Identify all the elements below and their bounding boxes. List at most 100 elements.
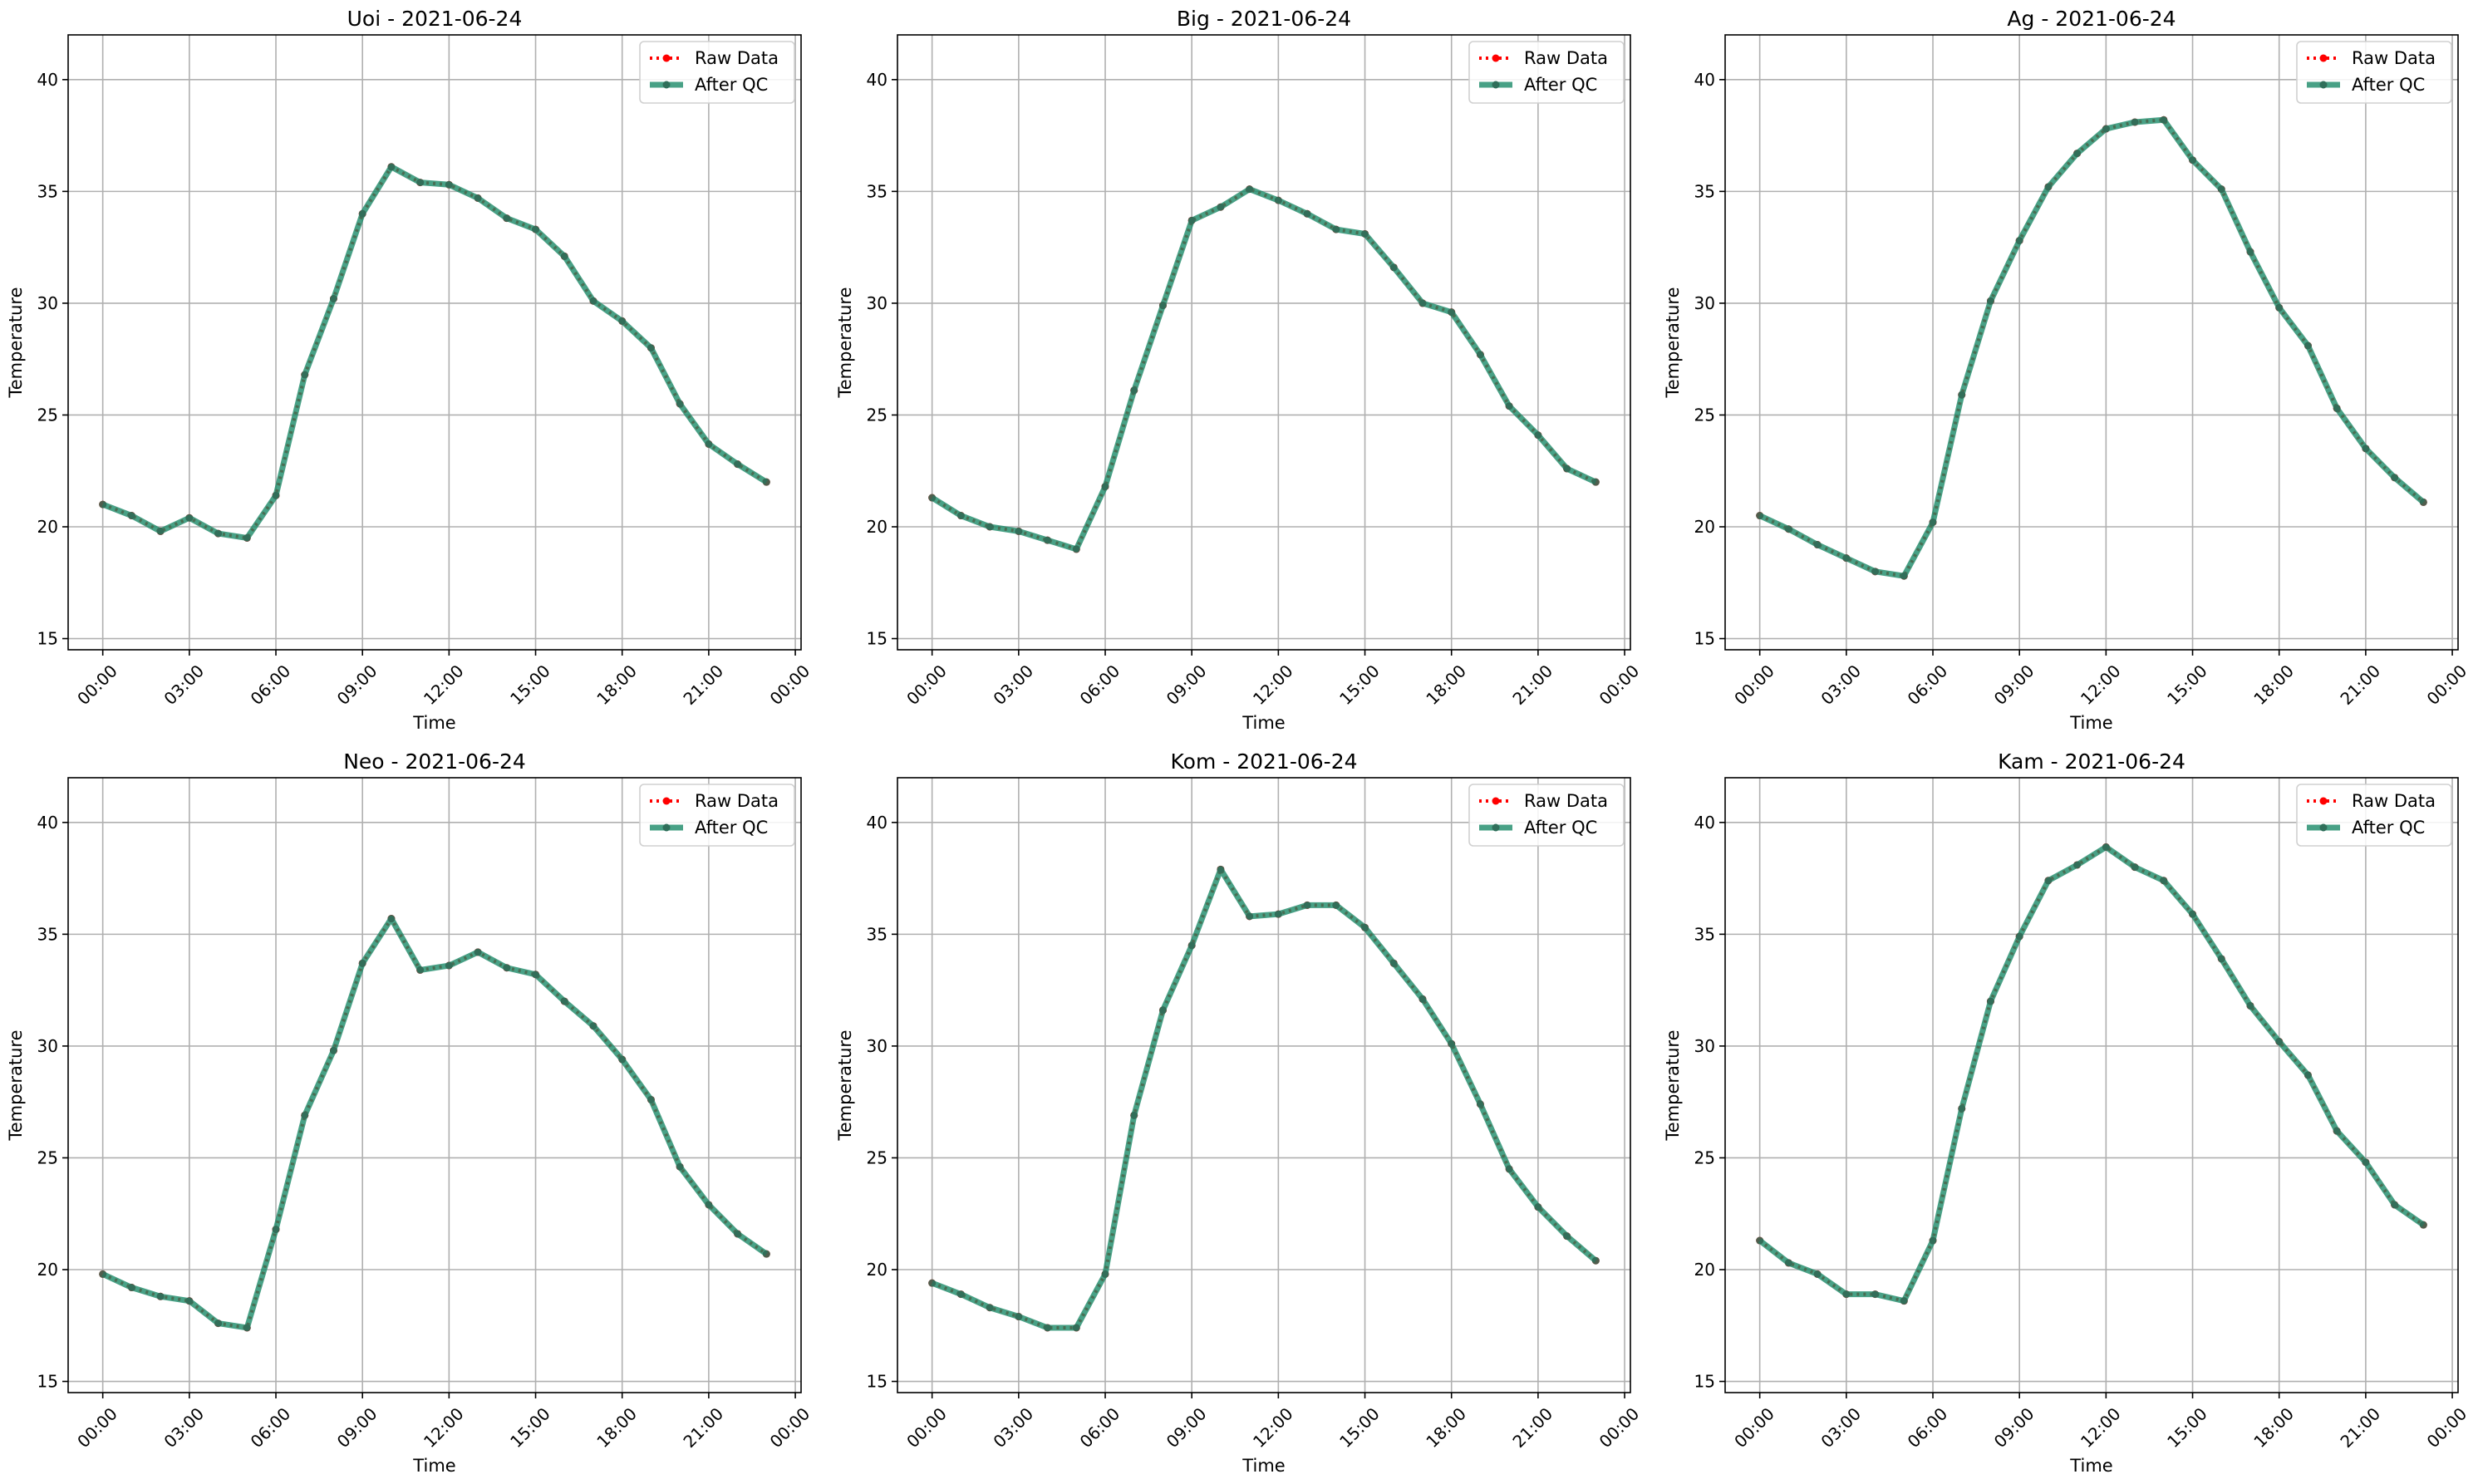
- data-point-after-qc: [1418, 995, 1427, 1003]
- y-axis-label: Temperature: [1663, 1029, 1683, 1141]
- y-tick-label: 25: [1694, 1147, 1715, 1167]
- data-point-after-qc: [127, 1284, 135, 1292]
- data-point-after-qc: [127, 512, 135, 520]
- legend-marker: [662, 797, 671, 805]
- data-point-after-qc: [503, 214, 511, 223]
- data-point-after-qc: [1217, 203, 1225, 211]
- y-tick-label: 40: [1694, 70, 1715, 90]
- axes-frame: [1724, 777, 2459, 1393]
- x-axis-label: Time: [1241, 1456, 1285, 1476]
- data-point-after-qc: [1274, 196, 1282, 204]
- data-point-after-qc: [2303, 342, 2312, 350]
- data-point-after-qc: [2160, 877, 2168, 885]
- data-point-after-qc: [1361, 229, 1369, 238]
- y-tick-label: 20: [1694, 517, 1715, 537]
- x-tick-label: 12:00: [420, 1403, 468, 1452]
- axes-frame: [67, 34, 802, 651]
- plot-area: [68, 35, 801, 650]
- data-point-after-qc: [1448, 1039, 1456, 1048]
- legend-marker: [662, 823, 671, 832]
- data-point-after-qc: [1246, 912, 1254, 921]
- y-tick-label: 15: [1694, 629, 1715, 649]
- data-point-after-qc: [503, 964, 511, 972]
- subplot-5: 00:00 03:00 06:00 09:00 12:00 15:00 18:00 21:00…: [835, 749, 1643, 1476]
- data-point-after-qc: [1505, 1165, 1513, 1173]
- data-point-after-qc: [928, 1279, 937, 1287]
- y-tick-label: 35: [1694, 181, 1715, 201]
- legend-marker: [1492, 54, 1500, 62]
- y-tick-label: 35: [37, 924, 58, 944]
- data-point-after-qc: [589, 297, 597, 305]
- x-tick-label: 15:00: [2163, 1403, 2211, 1452]
- legend-marker: [1492, 81, 1500, 89]
- x-tick-label: 21:00: [679, 1403, 727, 1452]
- plot-area: [68, 778, 801, 1393]
- x-tick-label: 15:00: [2163, 661, 2211, 709]
- x-tick-label: 03:00: [160, 661, 208, 709]
- y-tick-label: 25: [867, 1147, 887, 1167]
- series-line-after-qc: [101, 916, 769, 1331]
- data-point-after-qc: [301, 1111, 309, 1119]
- x-tick-label: 21:00: [1508, 661, 1556, 709]
- y-tick-label: 30: [37, 293, 58, 313]
- data-point-after-qc: [1784, 1259, 1792, 1267]
- x-tick-label: 00:00: [902, 661, 951, 709]
- plot-area: [897, 35, 1630, 650]
- data-point-after-qc: [956, 512, 965, 520]
- data-point-after-qc: [214, 1319, 223, 1328]
- data-point-after-qc: [618, 317, 627, 325]
- data-point-after-qc: [1072, 545, 1080, 553]
- data-point-after-qc: [2044, 877, 2053, 885]
- legend: Raw Data After QC: [1468, 41, 1625, 104]
- series-line-after-qc: [930, 186, 1597, 553]
- x-tick-label: 15:00: [506, 661, 554, 709]
- data-point-after-qc: [156, 1292, 165, 1300]
- data-point-after-qc: [243, 1324, 251, 1332]
- data-point-after-qc: [2217, 185, 2225, 194]
- data-point-after-qc: [2333, 1127, 2341, 1135]
- chart-title: Ag - 2021-06-24: [2007, 7, 2176, 31]
- data-point-after-qc: [1986, 997, 1994, 1005]
- data-point-after-qc: [358, 209, 366, 218]
- data-point-after-qc: [1158, 302, 1167, 310]
- data-point-after-qc: [2189, 156, 2197, 165]
- x-tick-label: 09:00: [1990, 1403, 2038, 1452]
- x-tick-label: 12:00: [2077, 661, 2125, 709]
- x-tick-label: 03:00: [989, 1403, 1037, 1452]
- data-point-after-qc: [445, 180, 453, 189]
- subplot-3: 00:00 03:00 06:00 09:00 12:00 15:00 18:00 21:00…: [1663, 7, 2471, 733]
- plot-area: [1725, 778, 2458, 1393]
- x-tick-label: 21:00: [2336, 661, 2384, 709]
- x-tick-label: 12:00: [1249, 661, 1297, 709]
- x-tick-label: 00:00: [73, 661, 121, 709]
- x-tick-label: 00:00: [1730, 1403, 1778, 1452]
- data-point-after-qc: [1332, 901, 1340, 909]
- data-point-after-qc: [1101, 1270, 1109, 1278]
- data-point-after-qc: [618, 1055, 627, 1064]
- data-point-after-qc: [2275, 1038, 2284, 1046]
- data-point-after-qc: [1389, 263, 1398, 272]
- x-tick-label: 06:00: [247, 1403, 295, 1452]
- data-point-after-qc: [1958, 391, 1966, 399]
- x-tick-label: 12:00: [420, 661, 468, 709]
- y-tick-label: 30: [867, 293, 887, 313]
- data-point-after-qc: [1389, 959, 1398, 967]
- x-tick-label: 18:00: [1422, 1403, 1470, 1452]
- data-point-after-qc: [1900, 572, 1908, 580]
- x-axis-label: Time: [412, 1456, 455, 1476]
- data-point-after-qc: [1418, 299, 1427, 307]
- data-point-after-qc: [301, 371, 309, 379]
- data-point-after-qc: [1187, 216, 1196, 224]
- axes-frame: [897, 777, 1631, 1393]
- data-point-after-qc: [1929, 518, 1937, 527]
- data-point-after-qc: [647, 344, 655, 352]
- data-point-after-qc: [1784, 525, 1792, 533]
- y-tick-label: 35: [867, 181, 887, 201]
- legend-label-after-qc: After QC: [2352, 75, 2425, 95]
- plot-area: [897, 778, 1630, 1393]
- data-point-after-qc: [2102, 843, 2110, 851]
- legend-label-raw-data: Raw Data: [695, 48, 779, 68]
- x-tick-label: 09:00: [333, 1403, 381, 1452]
